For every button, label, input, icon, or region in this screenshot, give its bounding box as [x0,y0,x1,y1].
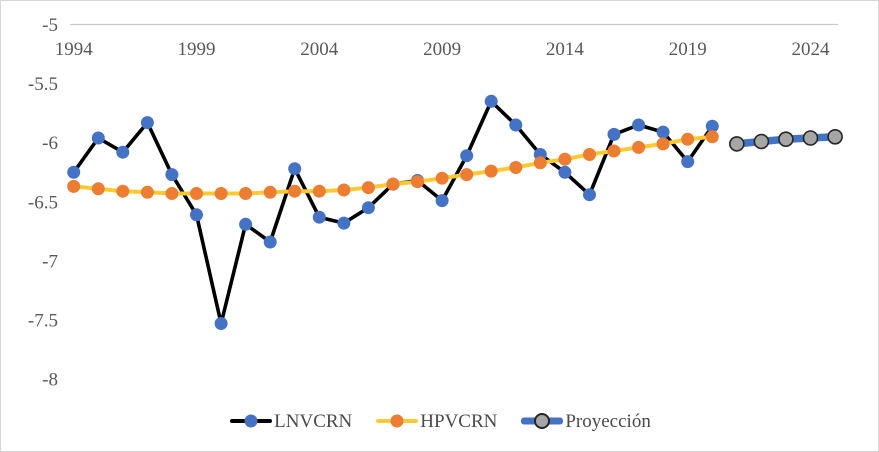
y-tick-label: -5 [42,15,58,36]
data-point-lnvcrn [607,127,621,141]
x-tick-label: 2009 [423,39,461,60]
data-point-lnvcrn [214,317,228,330]
data-point-lnvcrn [656,125,670,139]
legend-lnvcrn-line-marker-icon [230,413,273,429]
x-tick-label: 2014 [546,39,585,60]
y-tick-label: -8 [42,370,58,391]
data-point-hpvcrn [411,175,424,189]
data-point-hpvcrn [140,185,154,199]
data-point-hpvcrn [361,181,375,195]
data-point-hpvcrn [509,161,523,174]
x-tick-label: 1994 [55,39,94,60]
legend-proyeccion-line-marker-icon [521,413,564,429]
data-point-proyección [728,136,745,152]
data-point-lnvcrn [558,165,572,179]
data-point-lnvcrn [705,119,719,133]
data-point-lnvcrn [116,145,130,159]
x-tick-label: 2024 [792,39,831,60]
data-point-lnvcrn [190,208,203,222]
data-point-hpvcrn [263,185,277,199]
x-tick-label: 2019 [669,39,707,60]
data-point-hpvcrn [681,132,695,146]
series-lnvcrn [67,94,719,330]
data-point-hpvcrn [67,179,81,193]
y-tick-label: -6 [42,133,58,154]
data-point-hpvcrn [239,187,253,200]
data-point-hpvcrn [116,184,130,198]
data-point-lnvcrn [681,155,695,169]
legend-label-lnvcrn: LNVCRN [274,410,353,432]
legend-label-hpvcrn: HPVCRN [420,410,498,432]
data-point-hpvcrn [607,144,621,158]
series-hpvcrn [67,130,719,200]
data-point-proyección [802,130,819,146]
legend-item-proyeccion[interactable]: Proyección [521,410,651,432]
data-point-hpvcrn [312,184,326,198]
data-point-lnvcrn [460,149,474,163]
data-point-hpvcrn [190,187,203,200]
data-point-proyección [778,131,794,147]
y-tick-label: -7.5 [28,311,58,332]
x-tick-label: 2004 [300,39,339,60]
data-point-lnvcrn [239,217,253,231]
data-point-hpvcrn [705,130,719,144]
data-point-lnvcrn [140,116,154,130]
data-point-lnvcrn [632,118,646,132]
data-point-lnvcrn [312,210,326,224]
data-point-lnvcrn [288,162,302,176]
y-tick-label: -5.5 [28,74,58,95]
data-point-hpvcrn [656,137,670,151]
data-point-lnvcrn [484,94,498,108]
legend-item-hpvcrn[interactable]: HPVCRN [376,412,497,431]
data-point-proyección [753,133,770,150]
data-point-lnvcrn [337,216,351,230]
data-point-lnvcrn [361,201,375,215]
data-point-hpvcrn [460,168,474,182]
data-point-hpvcrn [214,187,228,200]
data-point-proyección [827,129,843,145]
y-tick-label: -7 [42,251,58,272]
data-point-lnvcrn [435,194,449,208]
data-point-lnvcrn [67,165,81,179]
data-point-hpvcrn [91,182,105,196]
data-point-hpvcrn [632,140,646,154]
legend-label-proyeccion: Proyección [565,410,651,432]
data-point-hpvcrn [288,184,302,198]
series-proyección [728,129,843,152]
data-point-hpvcrn [484,164,498,178]
data-point-lnvcrn [91,131,105,145]
y-tick-label: -6.5 [28,192,58,213]
x-tick-label: 1999 [178,39,216,60]
data-point-hpvcrn [583,148,596,161]
data-point-lnvcrn [263,235,277,249]
data-point-hpvcrn [558,152,572,166]
data-point-lnvcrn [165,168,179,182]
legend-hpvcrn-line-marker-icon [376,413,419,429]
chart-legend: LNVCRN HPVCRN Proyección [1,405,878,437]
data-point-hpvcrn [165,187,179,200]
data-point-lnvcrn [509,118,523,132]
data-point-lnvcrn [583,188,596,202]
data-point-hpvcrn [533,156,547,170]
data-point-hpvcrn [435,171,449,185]
data-point-hpvcrn [386,177,400,191]
legend-item-lnvcrn[interactable]: LNVCRN [230,412,352,431]
data-point-hpvcrn [337,183,351,197]
